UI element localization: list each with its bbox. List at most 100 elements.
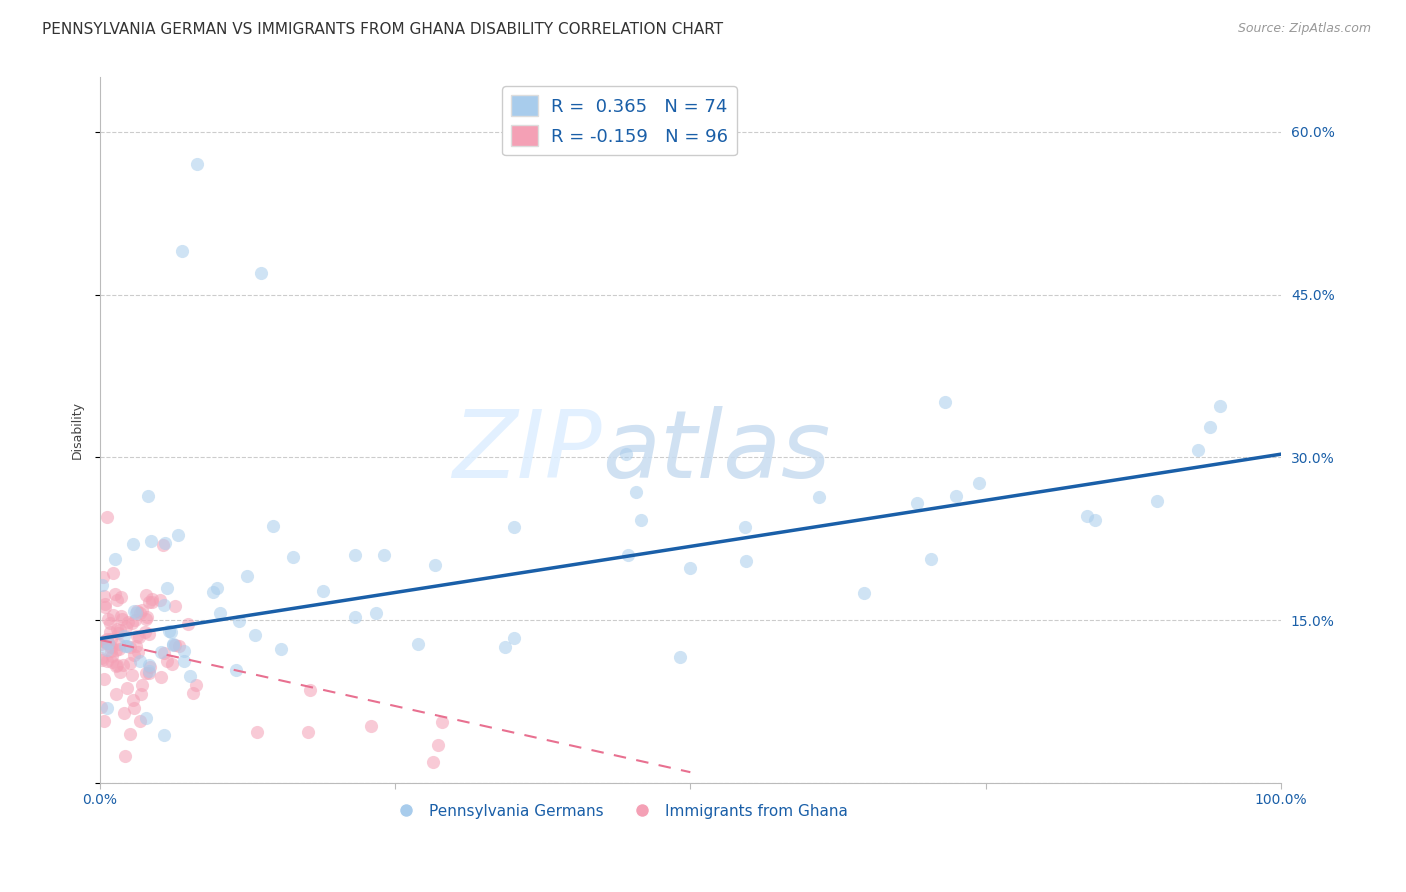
- Point: [90, 700, 112, 714]
- Point: [121, 537, 143, 551]
- Point: [139, 533, 162, 548]
- Point: [105, 658, 128, 673]
- Point: [614, 447, 637, 461]
- Point: [90, 637, 112, 651]
- Point: [152, 647, 174, 661]
- Point: [128, 630, 150, 644]
- Point: [225, 664, 247, 678]
- Point: [107, 642, 129, 657]
- Y-axis label: Disability: Disability: [72, 401, 84, 459]
- Point: [93, 672, 115, 686]
- Point: [1209, 399, 1232, 413]
- Point: [181, 686, 204, 700]
- Point: [110, 608, 132, 623]
- Point: [162, 638, 184, 652]
- Point: [112, 706, 135, 720]
- Point: [165, 599, 187, 613]
- Point: [169, 639, 191, 653]
- Point: [124, 701, 146, 715]
- Point: [156, 654, 179, 668]
- Point: [100, 632, 122, 646]
- Point: [107, 626, 129, 640]
- Point: [152, 538, 174, 552]
- Point: [503, 520, 526, 534]
- Point: [155, 581, 177, 595]
- Point: [163, 638, 186, 652]
- Point: [853, 586, 876, 600]
- Point: [494, 640, 516, 654]
- Point: [422, 755, 444, 769]
- Point: [94, 599, 117, 614]
- Point: [139, 660, 162, 674]
- Point: [177, 617, 200, 632]
- Point: [108, 637, 131, 651]
- Point: [228, 615, 250, 629]
- Point: [135, 665, 157, 680]
- Point: [343, 609, 366, 624]
- Point: [131, 603, 153, 617]
- Point: [138, 627, 160, 641]
- Text: Source: ZipAtlas.com: Source: ZipAtlas.com: [1237, 22, 1371, 36]
- Point: [1076, 508, 1098, 523]
- Point: [125, 604, 148, 618]
- Point: [91, 578, 114, 592]
- Point: [430, 715, 453, 730]
- Point: [152, 728, 174, 742]
- Point: [179, 669, 201, 683]
- Point: [97, 636, 120, 650]
- Point: [110, 591, 132, 605]
- Point: [90, 651, 112, 665]
- Point: [93, 634, 115, 648]
- Point: [186, 678, 208, 692]
- Point: [920, 552, 942, 566]
- Point: [734, 520, 756, 534]
- Point: [101, 648, 124, 663]
- Point: [128, 714, 150, 728]
- Point: [157, 624, 180, 639]
- Point: [120, 656, 142, 670]
- Point: [1187, 443, 1209, 458]
- Point: [167, 528, 190, 542]
- Point: [120, 640, 142, 654]
- Point: [118, 727, 141, 741]
- Point: [945, 489, 967, 503]
- Point: [679, 561, 702, 575]
- Point: [131, 678, 153, 692]
- Point: [101, 566, 124, 580]
- Point: [122, 604, 145, 618]
- Point: [127, 629, 149, 643]
- Point: [298, 682, 321, 697]
- Point: [152, 599, 174, 613]
- Point: [236, 568, 259, 582]
- Point: [297, 724, 319, 739]
- Point: [115, 620, 138, 634]
- Point: [124, 606, 146, 620]
- Point: [808, 490, 831, 504]
- Point: [94, 597, 117, 611]
- Point: [905, 496, 928, 510]
- Point: [360, 718, 382, 732]
- Point: [205, 581, 228, 595]
- Point: [96, 632, 118, 646]
- Point: [617, 548, 640, 562]
- Point: [121, 615, 143, 630]
- Point: [160, 657, 183, 672]
- Point: [127, 645, 149, 659]
- Point: [98, 625, 121, 640]
- Point: [117, 615, 139, 630]
- Point: [122, 693, 145, 707]
- Point: [135, 710, 157, 724]
- Point: [105, 622, 128, 636]
- Point: [100, 640, 122, 654]
- Point: [112, 629, 135, 643]
- Point: [423, 558, 446, 572]
- Point: [173, 654, 195, 668]
- Point: [104, 687, 127, 701]
- Point: [97, 636, 120, 650]
- Point: [114, 748, 136, 763]
- Point: [249, 266, 271, 280]
- Point: [96, 636, 118, 650]
- Point: [1146, 494, 1168, 508]
- Point: [173, 644, 195, 658]
- Point: [104, 587, 127, 601]
